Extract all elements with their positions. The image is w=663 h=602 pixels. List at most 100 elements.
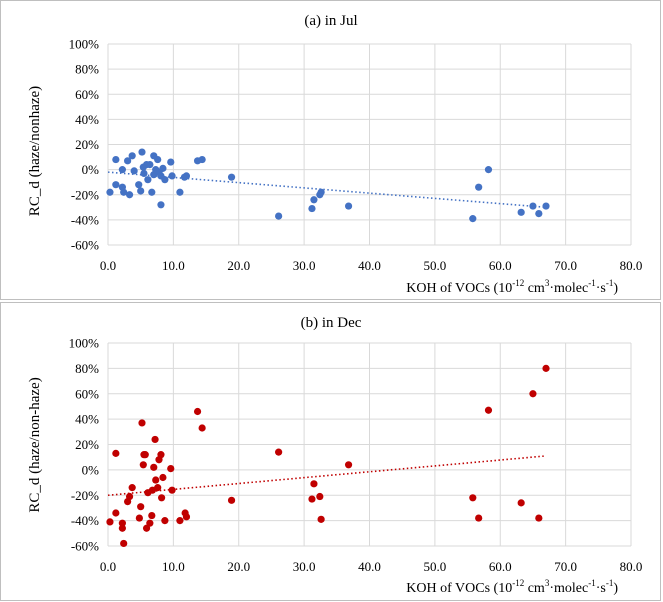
data-point bbox=[161, 176, 169, 184]
y-tick-label: -60% bbox=[71, 539, 99, 554]
data-point bbox=[148, 188, 156, 196]
data-point bbox=[139, 461, 147, 469]
data-point bbox=[144, 176, 152, 184]
data-point bbox=[542, 364, 550, 372]
data-point bbox=[118, 166, 126, 174]
data-point bbox=[535, 209, 543, 218]
data-point bbox=[150, 463, 158, 471]
x-tick-label: 30.0 bbox=[293, 258, 316, 273]
trendline bbox=[107, 455, 547, 497]
data-point bbox=[140, 169, 148, 177]
x-tick-label: 20.0 bbox=[227, 559, 250, 574]
data-point bbox=[128, 484, 136, 492]
x-axis-label: KOH of VOCs (10-12 cm3·molec-1·s-1) bbox=[406, 278, 618, 296]
y-tick-label: 60% bbox=[75, 386, 99, 401]
data-point bbox=[112, 509, 120, 517]
x-tick-label: 0.0 bbox=[100, 559, 116, 574]
data-points bbox=[106, 148, 550, 223]
data-point bbox=[118, 519, 126, 527]
x-tick-label: 30.0 bbox=[293, 559, 316, 574]
data-point bbox=[310, 480, 318, 488]
x-tick-label: 40.0 bbox=[358, 559, 381, 574]
data-point bbox=[167, 465, 175, 473]
data-point bbox=[475, 183, 483, 191]
chart-panel-dec: 100% 80% 60% 40% 20% 0% -20% -40% -60% 0.0 10.0 20.… bbox=[0, 302, 661, 601]
x-tick-label: 0.0 bbox=[100, 258, 116, 273]
y-axis-label: RC_d (haze/non-haze) bbox=[27, 377, 43, 512]
x-tick-label: 10.0 bbox=[162, 559, 185, 574]
x-tick-label: 50.0 bbox=[424, 258, 447, 273]
data-point bbox=[176, 188, 184, 196]
data-point bbox=[193, 407, 202, 416]
data-point bbox=[182, 172, 191, 180]
data-point bbox=[125, 492, 134, 501]
x-tick-label: 70.0 bbox=[554, 559, 577, 574]
data-point bbox=[275, 212, 283, 220]
data-point bbox=[316, 492, 324, 501]
data-point bbox=[146, 161, 154, 169]
x-axis-label: KOH of VOCs (10-12 cm3·molec-1·s-1) bbox=[406, 578, 618, 596]
data-point bbox=[154, 155, 162, 164]
data-point bbox=[310, 196, 318, 204]
trendline-group bbox=[107, 455, 547, 497]
data-point bbox=[138, 419, 146, 427]
data-point bbox=[517, 499, 525, 507]
data-point bbox=[158, 494, 166, 502]
data-point bbox=[120, 539, 128, 548]
y-tick-label: 40% bbox=[75, 412, 99, 427]
data-point bbox=[125, 191, 134, 199]
data-point bbox=[128, 152, 136, 160]
data-point bbox=[475, 514, 483, 522]
x-tick-label: 80.0 bbox=[620, 258, 643, 273]
data-point bbox=[135, 181, 143, 189]
y-tick-label: 60% bbox=[75, 87, 99, 102]
data-point bbox=[151, 435, 159, 444]
data-point bbox=[154, 484, 162, 492]
x-tick-label: 60.0 bbox=[489, 559, 512, 574]
axes: 100% 80% 60% 40% 20% 0% -20% -40% -60%0.0 10.0 20.… bbox=[69, 37, 643, 274]
data-point bbox=[112, 181, 120, 189]
y-tick-label: 20% bbox=[75, 137, 99, 152]
data-point bbox=[112, 155, 120, 164]
data-point bbox=[120, 188, 128, 196]
scatter-chart-dec: 100% 80% 60% 40% 20% 0% -20% -40% -60%0.0 10.0 20.… bbox=[27, 315, 643, 596]
data-point bbox=[168, 486, 176, 494]
data-point bbox=[135, 514, 143, 522]
data-point bbox=[138, 148, 146, 156]
x-tick-label: 70.0 bbox=[554, 258, 577, 273]
y-tick-label: -40% bbox=[71, 513, 99, 528]
data-point bbox=[168, 172, 176, 180]
data-point bbox=[137, 503, 145, 511]
x-tick-label: 50.0 bbox=[424, 559, 447, 574]
data-point bbox=[130, 167, 138, 175]
chart-title: (b) in Dec bbox=[301, 315, 362, 331]
x-tick-label: 40.0 bbox=[358, 258, 381, 273]
y-tick-label: 40% bbox=[75, 112, 99, 127]
data-point bbox=[529, 202, 537, 210]
data-point bbox=[152, 476, 160, 484]
axes: 100% 80% 60% 40% 20% 0% -20% -40% -60%0.0 10.0 20.… bbox=[69, 336, 643, 575]
y-axis-label: RC_d (haze/nonhaze) bbox=[27, 86, 43, 216]
data-point bbox=[112, 449, 120, 457]
data-point bbox=[167, 158, 175, 166]
data-point bbox=[106, 188, 114, 196]
data-point bbox=[484, 406, 493, 414]
data-point bbox=[484, 166, 493, 174]
gridlines bbox=[107, 43, 632, 246]
chart-title: (a) in Jul bbox=[304, 13, 357, 29]
data-point bbox=[157, 201, 165, 209]
data-point bbox=[198, 424, 206, 432]
y-tick-label: 80% bbox=[75, 361, 99, 376]
scatter-chart-jul: 100% 80% 60% 40% 20% 0% -20% -40% -60%0.0 10.0 20.… bbox=[27, 13, 643, 296]
gridlines bbox=[107, 342, 632, 547]
y-tick-label: -20% bbox=[71, 488, 99, 503]
data-point bbox=[124, 157, 132, 165]
data-point bbox=[157, 451, 165, 459]
chart-panel-jul: 100% 80% 60% 40% 20% 0% -20% -40% -60% 0.0 10.0 20.… bbox=[0, 0, 661, 300]
data-point bbox=[317, 188, 325, 196]
data-point bbox=[106, 518, 114, 526]
x-tick-label: 10.0 bbox=[162, 258, 185, 273]
data-point bbox=[542, 202, 550, 210]
y-tick-label: -60% bbox=[71, 238, 99, 253]
data-points bbox=[106, 364, 550, 548]
